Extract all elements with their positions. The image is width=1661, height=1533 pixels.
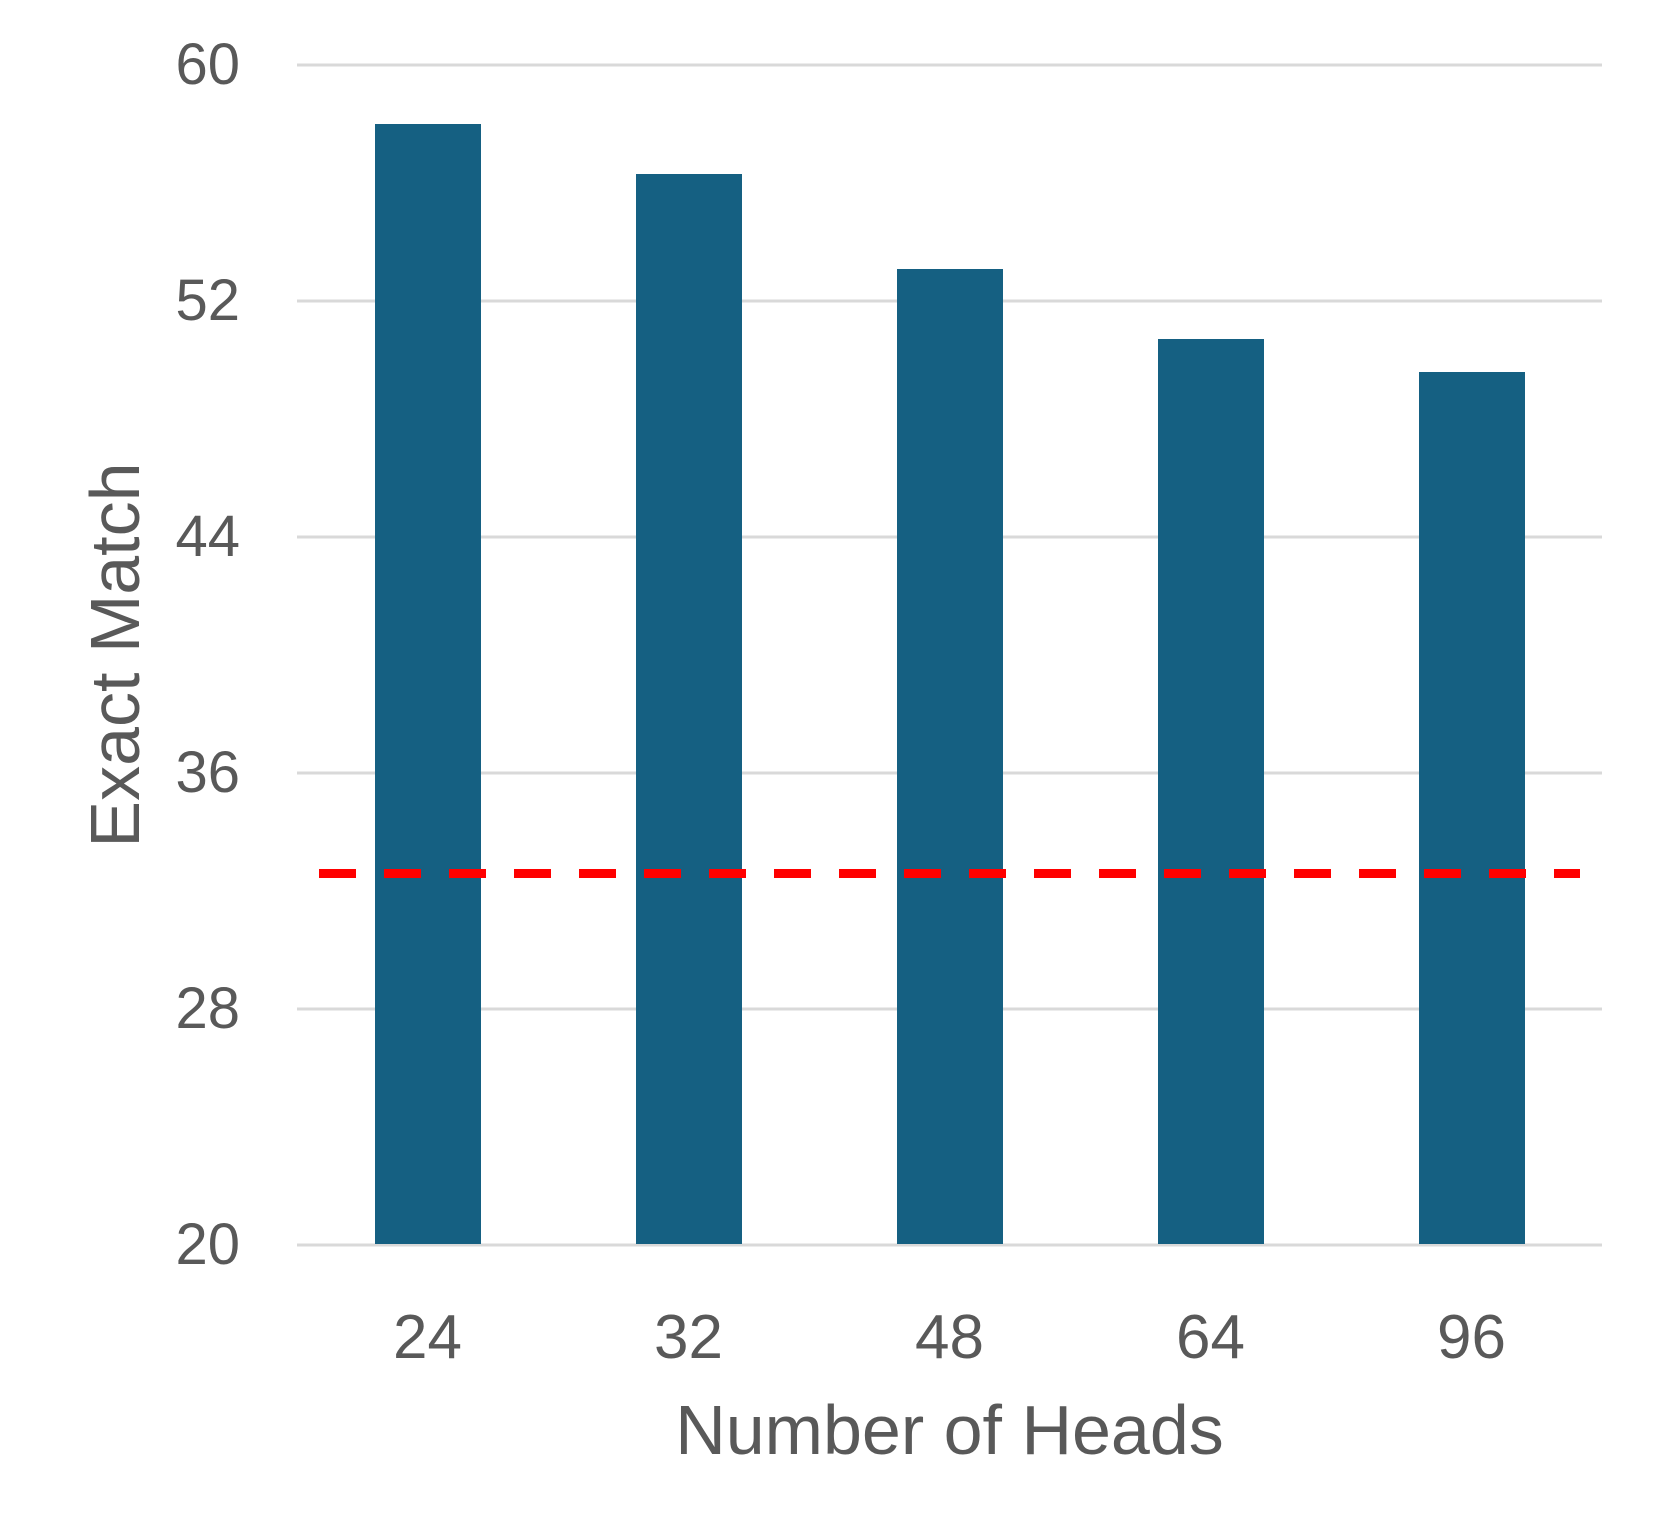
bar-24 xyxy=(374,124,481,1244)
bar-64 xyxy=(1157,339,1264,1244)
y-tick-label: 52 xyxy=(175,268,240,333)
x-tick-label: 48 xyxy=(915,1303,984,1372)
gridline xyxy=(297,1243,1602,1247)
reference-dashed-line xyxy=(319,868,1580,878)
bar-96 xyxy=(1418,371,1525,1244)
y-tick-label: 60 xyxy=(175,32,240,97)
bar-48 xyxy=(896,268,1003,1244)
x-tick-label: 96 xyxy=(1437,1303,1506,1372)
bar-32 xyxy=(635,174,742,1244)
y-tick-label: 44 xyxy=(175,504,240,569)
y-tick-label: 36 xyxy=(175,740,240,805)
x-tick-label: 32 xyxy=(654,1303,723,1372)
gridline xyxy=(297,63,1602,67)
x-tick-label: 24 xyxy=(393,1303,462,1372)
x-axis-title: Number of Heads xyxy=(675,1391,1224,1469)
y-tick-label: 20 xyxy=(175,1212,240,1277)
y-tick-label: 28 xyxy=(175,976,240,1041)
x-tick-label: 64 xyxy=(1176,1303,1245,1372)
